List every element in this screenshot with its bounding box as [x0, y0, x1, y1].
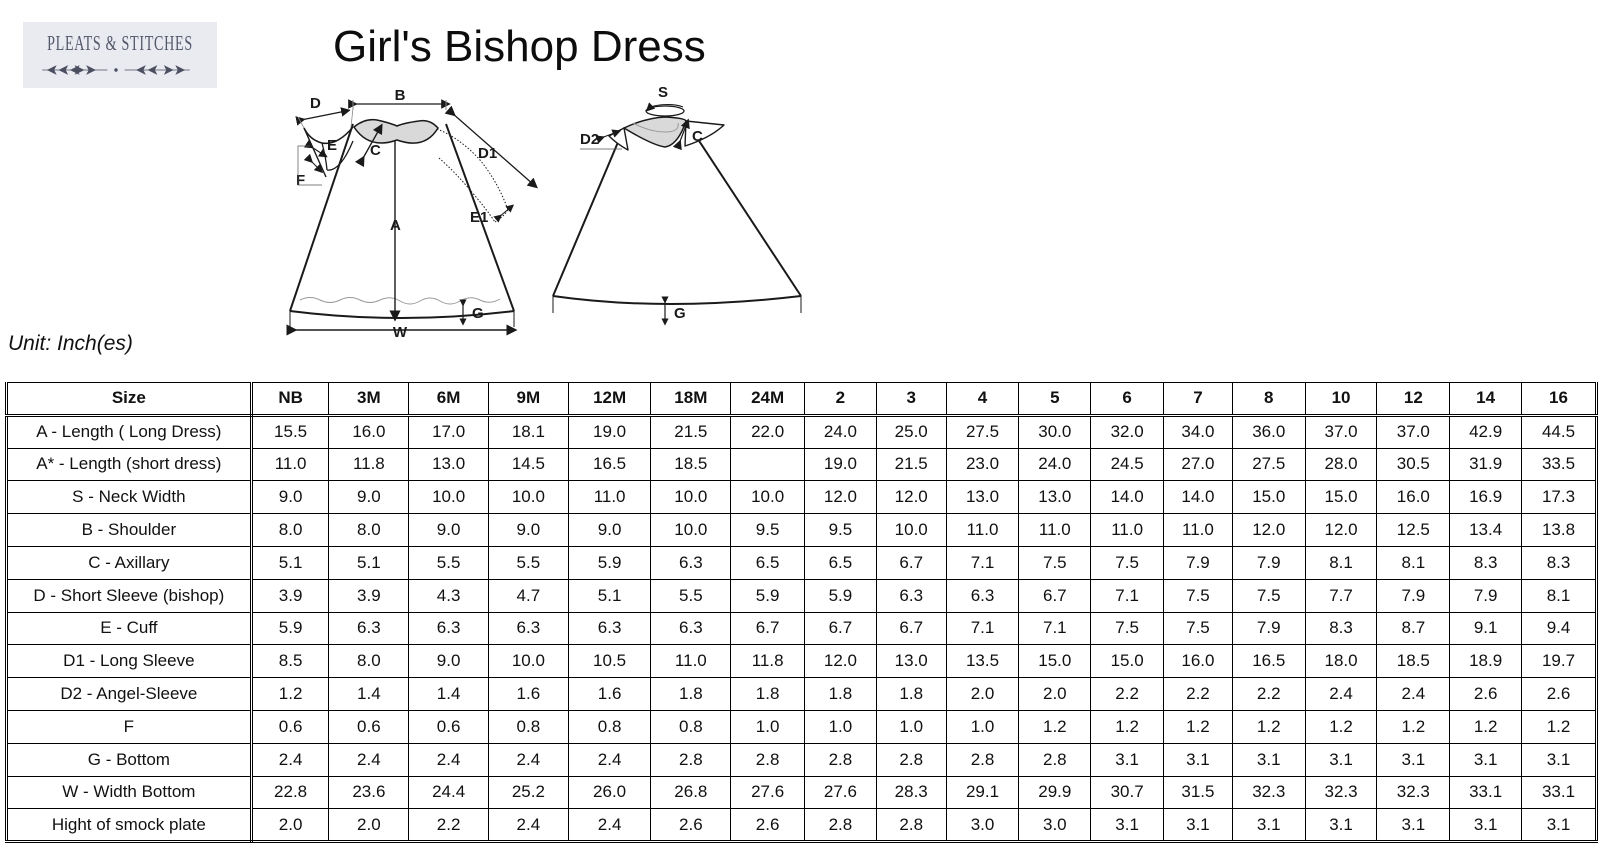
- svg-text:S: S: [658, 84, 668, 101]
- svg-text:D2: D2: [580, 131, 599, 148]
- svg-text:W: W: [393, 324, 408, 341]
- svg-text:G: G: [472, 305, 484, 322]
- svg-text:D1: D1: [478, 145, 497, 162]
- svg-text:E1: E1: [470, 209, 488, 226]
- svg-text:C: C: [692, 128, 703, 145]
- svg-text:G: G: [674, 305, 686, 322]
- svg-text:D: D: [310, 95, 321, 112]
- svg-text:A: A: [390, 217, 401, 234]
- svg-text:C: C: [370, 142, 381, 159]
- svg-text:B: B: [395, 87, 406, 104]
- svg-text:F: F: [296, 172, 305, 189]
- svg-text:E: E: [327, 137, 337, 154]
